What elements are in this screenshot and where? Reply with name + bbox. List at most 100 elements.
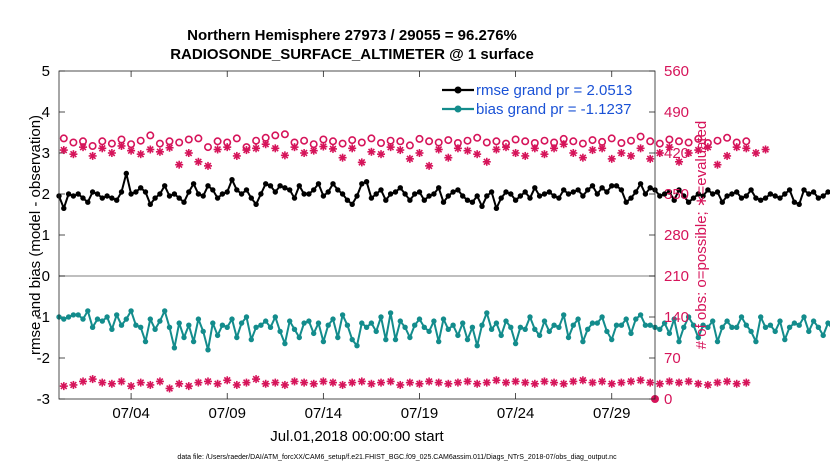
bias-point	[661, 320, 668, 326]
obs-evaluated-point-stroke	[617, 149, 625, 157]
obs-low-point	[261, 379, 270, 388]
obs-evaluated-point	[194, 157, 203, 166]
rmse-point	[325, 189, 331, 195]
bias-point	[263, 318, 269, 324]
obs-low-point	[252, 375, 261, 384]
bias-point	[75, 312, 81, 318]
obs-low-point-stroke	[233, 381, 241, 389]
obs-evaluated-point	[271, 144, 280, 153]
bias-point	[219, 322, 226, 328]
bias-point	[99, 318, 106, 324]
obs-low-point	[59, 382, 68, 391]
obs-possible-point	[194, 134, 203, 143]
rmse-point	[455, 187, 461, 193]
plot-frame	[58, 70, 656, 400]
rmse-point	[460, 193, 466, 199]
obs-evaluated-point-stroke	[214, 146, 222, 153]
bias-point	[383, 336, 389, 343]
obs-low-point-stroke	[146, 381, 154, 389]
obs-low-point	[146, 380, 155, 389]
obs-low-point-stroke	[194, 379, 202, 387]
obs-low-point-stroke	[541, 377, 548, 385]
rmse-point	[637, 181, 644, 187]
obs-evaluated-point-stroke	[656, 149, 664, 157]
rmse-point	[719, 199, 725, 205]
obs-evaluated-point	[598, 144, 607, 153]
obs-evaluated-point-stroke	[492, 146, 500, 153]
obs-evaluated-point	[59, 146, 68, 155]
obs-low-point	[271, 378, 280, 387]
obs-possible-point	[59, 134, 68, 143]
obs-low-point-stroke	[733, 380, 741, 388]
obs-evaluated-point-stroke	[762, 146, 769, 153]
obs-evaluated-point	[732, 143, 741, 152]
rmse-point	[248, 195, 254, 201]
obs-low-point	[79, 377, 88, 386]
obs-low-point-stroke	[492, 376, 500, 384]
obs-low-point	[559, 379, 568, 388]
bias-point	[748, 328, 754, 335]
obs-possible-point	[444, 136, 453, 145]
obs-possible-point	[473, 133, 482, 142]
obs-low-point	[626, 377, 635, 386]
obs-evaluated-point-stroke	[742, 144, 750, 152]
obs-evaluated-point	[242, 146, 251, 155]
bias-point	[325, 322, 331, 328]
bias-point	[585, 326, 591, 332]
obs-low-point-stroke	[348, 379, 356, 387]
bias-point	[436, 338, 442, 345]
bias-point	[786, 324, 793, 330]
obs-low-point-stroke	[502, 379, 510, 387]
obs-evaluated-point-stroke	[252, 144, 260, 152]
rmse-point	[315, 181, 322, 187]
rmse-point	[532, 185, 538, 191]
obs-evaluated-point	[521, 151, 530, 160]
rmse-point	[426, 193, 432, 199]
bias-point	[214, 332, 221, 339]
obs-evaluated-point	[117, 141, 126, 150]
bias-point	[541, 318, 548, 324]
y-tick-label-right: 70	[664, 350, 681, 367]
obs-evaluated-point	[252, 144, 261, 153]
rmse-point	[436, 185, 442, 191]
obs-evaluated-point	[703, 143, 712, 152]
bias-point	[162, 308, 168, 314]
rmse-point	[263, 181, 269, 187]
bias-point	[80, 316, 86, 322]
obs-low-point	[502, 378, 510, 387]
rmse-point	[479, 203, 485, 209]
obs-evaluated-point	[290, 143, 299, 152]
obs-low-point	[300, 378, 309, 387]
rmse-point	[234, 187, 240, 193]
obs-low-point	[213, 379, 222, 388]
obs-low-point-stroke	[473, 380, 481, 388]
y-tick-label-left: -2	[37, 350, 50, 367]
obs-low-point	[155, 377, 164, 386]
rmse-point	[786, 187, 793, 193]
rmse-point	[738, 195, 745, 201]
rmse-point	[287, 187, 293, 193]
obs-evaluated-point	[280, 151, 289, 160]
obs-low-point-stroke	[358, 377, 366, 385]
rmse-point	[498, 195, 504, 201]
obs-evaluated-point	[626, 151, 635, 160]
obs-evaluated-point-stroke	[175, 161, 183, 169]
rmse-point	[344, 197, 351, 203]
obs-evaluated-point-stroke	[714, 161, 721, 169]
obs-evaluated-point-stroke	[291, 143, 298, 151]
bias-point	[705, 324, 711, 330]
obs-evaluated-point-stroke	[425, 162, 433, 170]
left-tick-labels: -3 -2 -1 0 1 2 3 4 5	[37, 63, 50, 408]
obs-evaluated-point	[463, 146, 472, 155]
rmse-point	[714, 189, 721, 195]
obs-low-point-stroke	[608, 380, 616, 388]
rmse-point	[94, 191, 101, 197]
rmse-point	[810, 189, 817, 195]
obs-evaluated-point	[386, 143, 395, 152]
obs-low-point-stroke	[339, 381, 347, 389]
obs-evaluated-point-stroke	[685, 149, 693, 157]
bias-point	[767, 322, 774, 328]
obs-possible-point	[694, 134, 703, 143]
rmse-point	[508, 191, 514, 197]
y-axis-label-left: rmse and bias (model - observation)	[27, 115, 44, 355]
